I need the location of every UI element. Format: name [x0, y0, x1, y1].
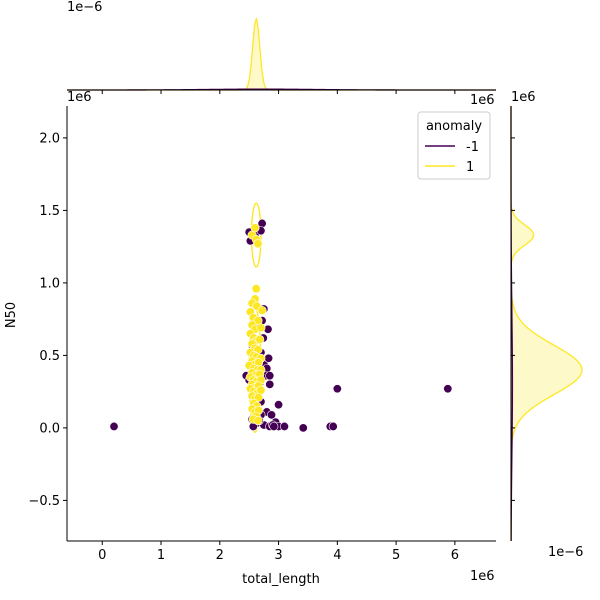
- scatter-point-pos-4: [251, 284, 261, 294]
- scatter-point-pos-18: [255, 334, 265, 344]
- scatter-point-neg-43: [269, 421, 279, 431]
- scatter-point-pos-8: [257, 305, 267, 315]
- y-tick-label-5: 2.0: [39, 131, 60, 146]
- scatter-point-neg-32: [328, 421, 338, 431]
- legend-label-pos: 1: [466, 160, 474, 175]
- top-marginal-kde: [67, 17, 496, 91]
- x-tick-label-4: 4: [333, 548, 341, 563]
- top-marginal-curve-0: [67, 17, 496, 91]
- right-marginal-kde: [510, 106, 583, 541]
- x-tick-label-3: 3: [274, 548, 282, 563]
- scatter-point-pos-57: [253, 416, 263, 426]
- y-tick-label-0: −0.5: [28, 494, 60, 509]
- scatter-point-pos-3: [253, 239, 263, 249]
- scatter-point-neg-34: [443, 384, 453, 394]
- top-marginal-offset-label: 1e−6: [67, 0, 102, 15]
- scatter-point-neg-33: [332, 384, 342, 394]
- scatter-point-neg-44: [264, 353, 274, 363]
- x-tick-label-2: 2: [216, 548, 224, 563]
- x-tick-label-5: 5: [392, 548, 400, 563]
- scatter-point-neg-23: [274, 400, 284, 410]
- scatter-point-neg-30: [298, 423, 308, 433]
- right-marginal-fill-0: [511, 106, 582, 541]
- x-tick-label-1: 1: [157, 548, 165, 563]
- legend: anomaly -1 1: [417, 111, 491, 180]
- scatter-point-neg-29: [279, 421, 289, 431]
- scatter-point-pos-49: [254, 392, 264, 402]
- x-tick-label-6: 6: [451, 548, 459, 563]
- x-tick-label-0: 0: [98, 548, 106, 563]
- y-tick-label-2: 0.5: [39, 349, 60, 364]
- scatter-point-neg-21: [267, 410, 277, 420]
- main-y-offset-label: 1e6: [67, 90, 92, 105]
- top-marginal-fill-0: [67, 18, 496, 91]
- top-right-corner-label: 1e6: [470, 93, 495, 108]
- y-tick-label-3: 1.0: [39, 276, 60, 291]
- y-axis-label: N50: [4, 302, 19, 328]
- legend-title: anomaly: [426, 119, 482, 134]
- y-tick-label-4: 1.5: [39, 204, 60, 219]
- scatter-point-neg-36: [265, 371, 275, 381]
- scatter-point-pos-14: [256, 323, 266, 333]
- scatter-point-neg-42: [265, 379, 275, 389]
- axis-ticks: 0 1 2 3 4 5 6 −0.5 0.0 0.5 1.0 1.5 2.0: [28, 90, 515, 563]
- scatter-point-pos-2: [250, 223, 260, 233]
- legend-label-neg: -1: [466, 140, 479, 155]
- x-offset-label: 1e6: [470, 569, 495, 584]
- right-marginal-bottom-offset-label: 1e−6: [548, 545, 583, 560]
- x-axis-label: total_length: [242, 572, 320, 587]
- right-marginal-offset-label: 1e6: [511, 90, 536, 105]
- y-tick-label-1: 0.0: [39, 421, 60, 436]
- scatter-point-neg-0: [109, 421, 119, 431]
- main-scatter-plot: [109, 202, 453, 433]
